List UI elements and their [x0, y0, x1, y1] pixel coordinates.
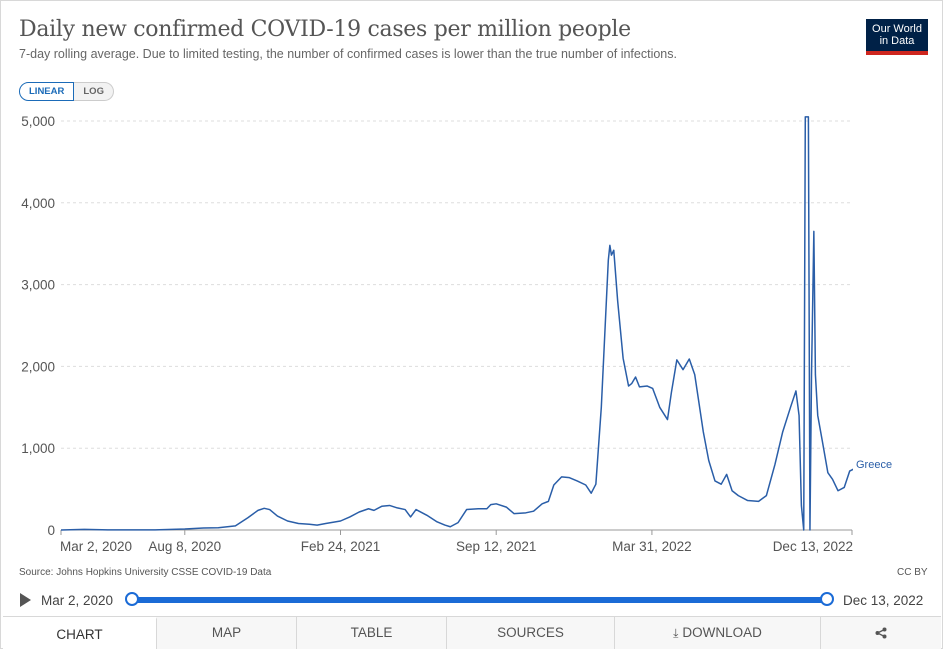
tab-share[interactable]: [821, 617, 941, 649]
owid-logo[interactable]: Our World in Data: [866, 19, 928, 55]
y-tick-label: 2,000: [21, 359, 55, 374]
logo-line-2: in Data: [879, 35, 915, 47]
x-tick-label: Dec 13, 2022: [773, 539, 853, 554]
series-line-greece[interactable]: [61, 116, 889, 531]
tab-map[interactable]: MAP: [157, 617, 297, 649]
timeline-end-handle[interactable]: [820, 592, 834, 606]
tab-download[interactable]: ⤓ DOWNLOAD: [615, 617, 821, 649]
y-tick-label: 5,000: [21, 114, 55, 129]
linear-scale-button[interactable]: LINEAR: [19, 82, 75, 101]
y-tick-label: 3,000: [21, 278, 55, 293]
logo-line-1: Our World: [872, 23, 922, 35]
tab-sources[interactable]: SOURCES: [447, 617, 615, 649]
gridlines: [61, 120, 852, 531]
chart-title: Daily new confirmed COVID-19 cases per m…: [19, 17, 631, 42]
tab-download-label: DOWNLOAD: [682, 625, 762, 640]
tab-table-label: TABLE: [350, 625, 393, 640]
play-icon[interactable]: [20, 593, 31, 607]
chart-subtitle: 7-day rolling average. Due to limited te…: [19, 47, 677, 61]
scale-toggle: LINEAR LOG: [19, 82, 114, 101]
x-tick-label: Sep 12, 2021: [456, 539, 536, 554]
x-tick-label: Mar 31, 2022: [612, 539, 692, 554]
x-tick-label: Mar 2, 2020: [60, 539, 132, 554]
line-chart: 0 1,000 2,000 3,000 4,000 5,000 Mar 2, 2020 Au…: [21, 114, 892, 554]
timeline-start-handle[interactable]: [125, 592, 139, 606]
tab-chart[interactable]: CHART: [3, 617, 157, 649]
x-axis-ticks: Mar 2, 2020 Aug 8, 2020 Feb 24, 2021 Sep 12…: [60, 530, 853, 554]
x-tick-label: Aug 8, 2020: [148, 539, 221, 554]
tab-table[interactable]: TABLE: [297, 617, 447, 649]
download-icon: ⤓: [673, 626, 679, 640]
source-note[interactable]: Source: Johns Hopkins University CSSE CO…: [19, 567, 272, 578]
timeline-track[interactable]: [132, 597, 827, 603]
log-scale-button[interactable]: LOG: [74, 82, 114, 101]
logo-bar: [866, 51, 928, 55]
y-tick-label: 1,000: [21, 441, 55, 456]
tab-bar: CHART MAP TABLE SOURCES ⤓ DOWNLOAD: [3, 616, 941, 649]
license-label[interactable]: CC BY: [897, 567, 928, 578]
x-tick-label: Feb 24, 2021: [301, 539, 381, 554]
share-icon: [875, 627, 887, 639]
y-tick-label: 0: [47, 523, 55, 538]
y-axis-ticks: 0 1,000 2,000 3,000 4,000 5,000: [21, 114, 55, 538]
timeline-start-label: Mar 2, 2020: [41, 593, 114, 608]
series-layer: Greece: [61, 116, 892, 531]
tab-sources-label: SOURCES: [497, 625, 564, 640]
tab-chart-label: CHART: [56, 627, 103, 642]
series-label[interactable]: Greece: [856, 459, 892, 471]
y-tick-label: 4,000: [21, 196, 55, 211]
timeline-end-label: Dec 13, 2022: [843, 593, 924, 608]
tab-map-label: MAP: [211, 625, 242, 640]
